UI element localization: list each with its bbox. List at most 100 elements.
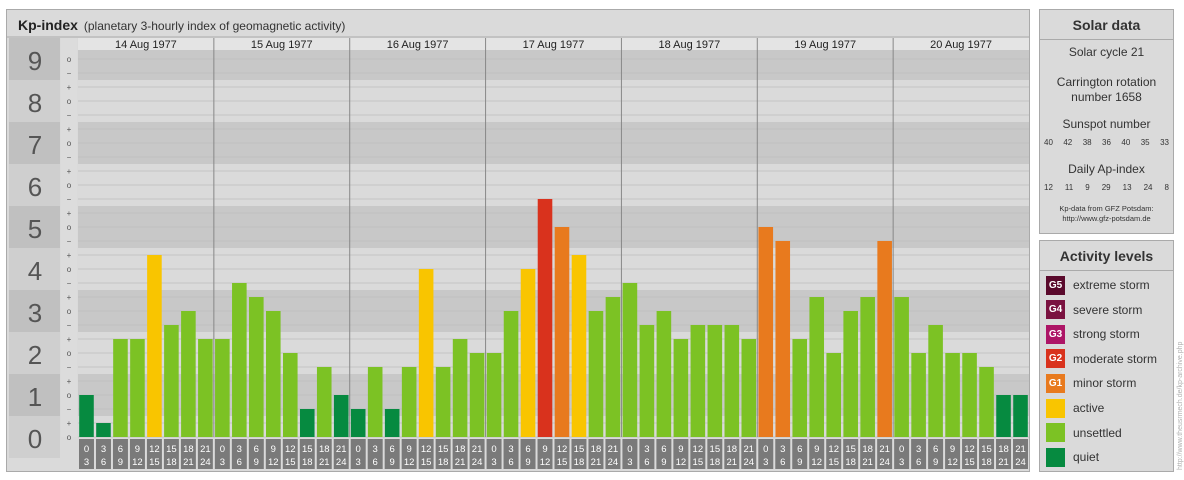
interval-end-label: 9 (254, 457, 259, 468)
minor-tick-label: o (67, 181, 72, 190)
interval-end-label: 3 (220, 457, 225, 468)
kp-bar (79, 395, 94, 437)
interval-start-label: 3 (644, 444, 649, 455)
solar-data-panel: Solar data Solar cycle 21 Carrington rot… (1039, 9, 1174, 234)
interval-end-label: 18 (981, 457, 992, 468)
day-header-row (78, 38, 1029, 50)
interval-start-label: 6 (118, 444, 123, 455)
interval-start-label: 9 (814, 444, 819, 455)
interval-end-label: 9 (390, 457, 395, 468)
interval-end-label: 6 (237, 457, 242, 468)
kp-bar (367, 366, 383, 437)
interval-end-label: 15 (828, 457, 839, 468)
kp-bar (333, 395, 349, 437)
interval-cell (316, 439, 332, 469)
ap-value: 24 (1143, 183, 1153, 192)
interval-cell (79, 439, 94, 469)
interval-start-label: 18 (591, 444, 602, 455)
interval-cell (843, 439, 859, 469)
interval-start-label: 15 (302, 444, 313, 455)
data-source-link[interactable]: http://www.gfz-potsdam.de (1062, 214, 1151, 223)
interval-cell (826, 439, 842, 469)
interval-cell (894, 439, 910, 469)
interval-end-label: 15 (285, 457, 296, 468)
y-label-cell (9, 374, 60, 416)
interval-start-label: 0 (356, 444, 361, 455)
kp-bar (469, 353, 485, 437)
interval-end-label: 24 (472, 457, 483, 468)
interval-cell (367, 439, 383, 469)
legend-item: unsettled (1046, 423, 1122, 443)
kp-bar (266, 311, 281, 437)
interval-cell (265, 439, 281, 469)
interval-end-label: 21 (319, 457, 330, 468)
interval-end-label: 15 (693, 457, 704, 468)
interval-start-label: 21 (744, 444, 755, 455)
interval-start-label: 0 (899, 444, 904, 455)
carrington-rotation-line2: number 1658 (1071, 90, 1142, 104)
kp-bar (775, 240, 791, 437)
minor-tick-label: o (67, 223, 72, 232)
interval-cell (962, 439, 978, 469)
minor-tick-label: − (67, 363, 72, 372)
kp-bar (724, 324, 740, 437)
interval-end-label: 12 (811, 457, 822, 468)
kp-bar (418, 269, 434, 437)
interval-end-label: 6 (644, 457, 649, 468)
interval-start-label: 21 (472, 444, 483, 455)
interval-end-label: 15 (557, 457, 568, 468)
interval-cell (979, 439, 995, 469)
interval-start-label: 0 (763, 444, 768, 455)
interval-cell (435, 439, 451, 469)
y-tick-label: 8 (28, 88, 42, 118)
kp-bar (486, 353, 502, 437)
interval-end-label: 21 (591, 457, 602, 468)
interval-cell (231, 439, 247, 469)
interval-cell (1013, 439, 1028, 469)
interval-start-label: 12 (149, 444, 160, 455)
sunspot-values: 40 42 38 36 40 35 33 (1044, 138, 1169, 147)
interval-start-label: 15 (166, 444, 177, 455)
kp-bar (96, 423, 111, 437)
minor-tick-label: o (67, 391, 72, 400)
minor-tick-label: + (67, 419, 72, 428)
legend-label: unsettled (1073, 425, 1122, 440)
interval-cell (197, 439, 213, 469)
minor-tick-label: − (67, 321, 72, 330)
chart-title-row: Kp-index (planetary 3-hourly index of geo… (18, 17, 345, 33)
interval-cell (690, 439, 706, 469)
kp-bar (401, 366, 417, 437)
kp-bar (130, 339, 145, 437)
kp-bar (843, 311, 858, 437)
ap-value: 8 (1164, 183, 1169, 192)
minor-tick-label: + (67, 83, 72, 92)
chart-subtitle: (planetary 3-hourly index of geomagnetic… (83, 19, 346, 33)
interval-cell (996, 439, 1012, 469)
interval-cell (282, 439, 298, 469)
minor-tick-column (61, 38, 77, 437)
interval-cell (469, 439, 485, 469)
y-label-cell (9, 206, 60, 248)
interval-end-label: 21 (862, 457, 873, 468)
interval-cell (707, 439, 723, 469)
minor-tick-label: − (67, 153, 72, 162)
minor-tick-label: o (67, 55, 72, 64)
interval-start-label: 9 (950, 444, 955, 455)
interval-end-label: 3 (899, 457, 904, 468)
kp-bar (588, 311, 604, 437)
interval-cell (384, 439, 400, 469)
interval-cell (112, 439, 128, 469)
kp-bar (979, 366, 994, 437)
legend-swatch: G3 (1046, 324, 1065, 344)
interval-start-label: 12 (828, 444, 839, 455)
kp-bar (1013, 395, 1028, 437)
kp-bar (520, 269, 536, 437)
y-label-cell (9, 248, 60, 290)
minor-tick-label: o (67, 265, 72, 274)
interval-end-label: 18 (438, 457, 449, 468)
legend-swatch: G5 (1046, 275, 1065, 295)
legend-item: G2 moderate storm (1046, 349, 1157, 369)
ap-index-values: 12 11 9 29 13 24 8 (1044, 183, 1169, 192)
interval-start-label: 18 (319, 444, 330, 455)
interval-cell (146, 439, 162, 469)
